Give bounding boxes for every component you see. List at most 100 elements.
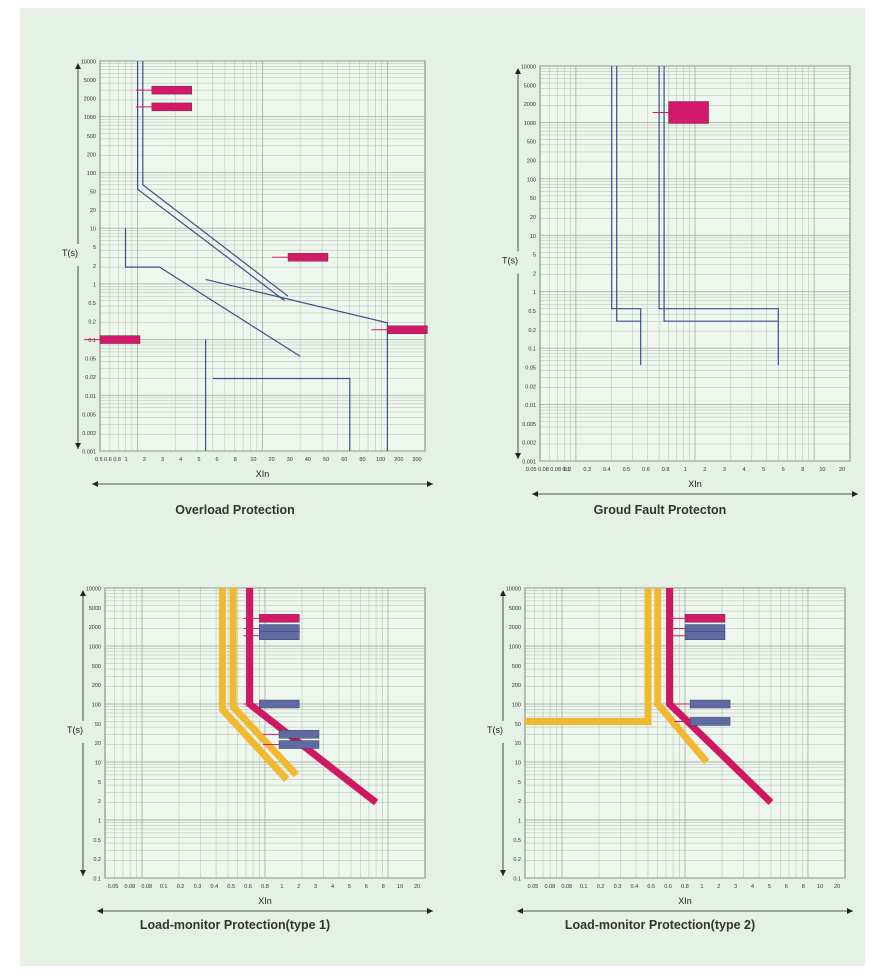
x-tick-label: 20 [269,457,275,463]
y-tick-label: 500 [527,140,536,146]
x-tick-label: 0.6 [642,467,650,473]
x-tick-label: 0.5 0.6 0.8 [95,457,121,463]
trip-curve-line [658,66,779,366]
y-tick-label: 0.02 [525,384,536,390]
x-tick-label: 1 [125,457,128,463]
x-tick-label: 0.05 [108,884,119,890]
caption-load-monitor-type2: Load-monitor Protection(type 2) [564,918,756,932]
x-tick-label: 8 [801,467,804,473]
y-tick-label: 0.1 [513,877,521,883]
x-tick-label: 80 [359,457,365,463]
chart-svg: 10000 5000 2000 1000 500 200 100 50 20 10 5 2 1 0.5 0.… [487,587,853,914]
arrow-head-icon [427,481,433,487]
x-tick-label: 2 [703,467,706,473]
annotation-box [278,740,320,749]
x-tick-label: 0.08 [545,884,556,890]
x-tick-label: 2 [143,457,146,463]
arrow-head-icon [97,908,103,914]
chart-svg: 10000 5000 2000 1000 500 200 100 50 20 10 5 2 1 0.5 0.… [67,587,433,914]
y-tick-label: 1000 [509,645,521,651]
y-tick-label: 2000 [84,97,96,103]
y-tick-label: 100 [527,177,536,183]
arrow-head-icon [517,908,523,914]
y-tick-label: 0.002 [82,431,96,437]
caption-overload: Overload Protection [175,503,295,517]
x-tick-label: 0.5 [227,884,235,890]
y-tick-label: 0.2 [528,328,536,334]
arrow-head-icon [80,870,86,876]
x-tick-label: 5 [768,884,771,890]
y-tick-label: 200 [512,683,521,689]
x-tick-label: 8 [382,884,385,890]
y-tick-label: 0.001 [82,450,96,456]
x-tick-label: 0.8 [261,884,269,890]
y-tick-label: 0.002 [522,441,536,447]
y-tick-label: 0.02 [85,375,96,381]
x-tick-label: 0.05 0.08 0.08 0.1 [526,467,570,473]
x-tick-label: 4 [179,457,182,463]
x-tick-label: 0.4 [211,884,219,890]
y-axis-label: T(s) [67,725,83,735]
x-tick-label: 6 [785,884,788,890]
x-tick-label: 0.3 [614,884,622,890]
y-tick-label: 20 [530,215,536,221]
x-tick-label: 0.6 [664,884,672,890]
y-tick-label: 50 [530,196,536,202]
x-tick-label: 0.2 [597,884,605,890]
arrow-head-icon [500,590,506,596]
annotation-box [287,253,329,262]
x-tick-label: 0.8 [662,467,670,473]
y-tick-label: 0.5 [88,301,96,307]
arrow-head-icon [852,491,858,497]
y-tick-label: 1 [93,282,96,288]
trip-curve-line [142,61,289,297]
x-tick-label: 1 [684,467,687,473]
y-tick-label: 10 [95,761,101,767]
y-tick-label: 5 [533,253,536,259]
y-tick-label: 0.05 [525,365,536,371]
annotation-box [689,699,731,709]
y-tick-label: 5000 [89,606,101,612]
y-tick-label: 10 [530,234,536,240]
y-tick-label: 100 [87,171,96,177]
y-tick-label: 0.5 [528,309,536,315]
y-tick-label: 2000 [524,102,536,108]
trip-curve-line [611,66,642,366]
x-tick-label: 5 [762,467,765,473]
annotation-box [259,614,300,623]
x-tick-label: 8 [234,457,237,463]
load-monitor-type1-chart: 10000 5000 2000 1000 500 200 100 50 20 10 5 2 1 0.5 0.… [55,578,445,948]
x-tick-label: 10 [250,457,256,463]
arrow-head-icon [75,443,81,449]
annotation-box [684,624,726,633]
x-tick-label: 10 [819,467,825,473]
y-tick-label: 1000 [524,121,536,127]
y-tick-label: 10000 [86,587,101,593]
y-tick-label: 500 [87,134,96,140]
annotation-box [278,730,320,739]
y-tick-label: 200 [92,683,101,689]
y-tick-label: 1 [533,290,536,296]
trip-curve-line [212,377,351,451]
y-tick-label: 200 [87,152,96,158]
annotation-box [668,101,709,124]
x-tick-label: 0.1 [580,884,588,890]
x-tick-label: 0.1 [160,884,168,890]
y-tick-label: 20 [90,208,96,214]
load-monitor-type2-chart: 10000 5000 2000 1000 500 200 100 50 20 10 5 2 1 0.5 0.… [475,578,865,948]
x-tick-label: 60 [341,457,347,463]
x-tick-label: 4 [742,467,745,473]
y-tick-label: 0.05 [85,357,96,363]
annotation-box [151,102,193,112]
y-tick-label: 200 [527,159,536,165]
y-axis-label: T(s) [502,256,518,266]
y-tick-label: 0.1 [93,877,101,883]
y-tick-label: 0.1 [88,338,96,344]
x-tick-label: 6 [365,884,368,890]
x-tick-label: 0.08 [125,884,136,890]
x-tick-label: 40 [305,457,311,463]
y-tick-label: 1 [518,819,521,825]
x-tick-label: 6 [782,467,785,473]
trip-curve-line [663,66,779,322]
y-tick-label: 500 [92,664,101,670]
